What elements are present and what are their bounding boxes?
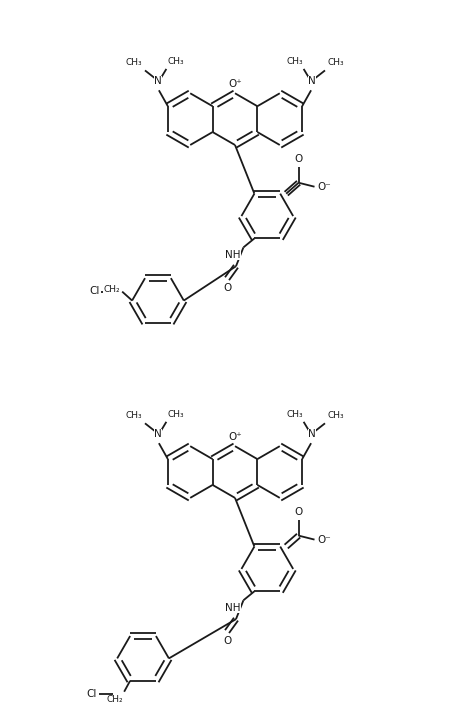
Text: N: N [154, 76, 162, 86]
Text: N: N [308, 429, 316, 439]
Text: CH₃: CH₃ [167, 57, 184, 67]
Text: O⁻: O⁻ [318, 182, 331, 192]
Text: O: O [223, 636, 231, 646]
Text: CH₃: CH₃ [126, 59, 142, 67]
Text: O: O [223, 282, 231, 292]
Text: CH₃: CH₃ [167, 411, 184, 419]
Text: N: N [308, 76, 316, 86]
Text: O⁻: O⁻ [318, 535, 331, 544]
Text: N: N [154, 429, 162, 439]
Text: CH₃: CH₃ [327, 411, 344, 421]
Text: Cl: Cl [86, 689, 97, 700]
Text: O⁺: O⁺ [228, 432, 242, 442]
Text: CH₃: CH₃ [327, 59, 344, 67]
Text: CH₃: CH₃ [286, 57, 303, 67]
Text: CH₃: CH₃ [126, 411, 142, 421]
Text: Cl: Cl [89, 285, 100, 296]
Text: NH: NH [226, 250, 241, 260]
Text: O⁺: O⁺ [228, 79, 242, 89]
Text: O: O [295, 507, 303, 517]
Text: CH₃: CH₃ [286, 411, 303, 419]
Text: CH₂: CH₂ [106, 695, 123, 704]
Text: NH: NH [226, 603, 241, 612]
Text: CH₂: CH₂ [103, 285, 120, 294]
Text: O: O [295, 154, 303, 164]
